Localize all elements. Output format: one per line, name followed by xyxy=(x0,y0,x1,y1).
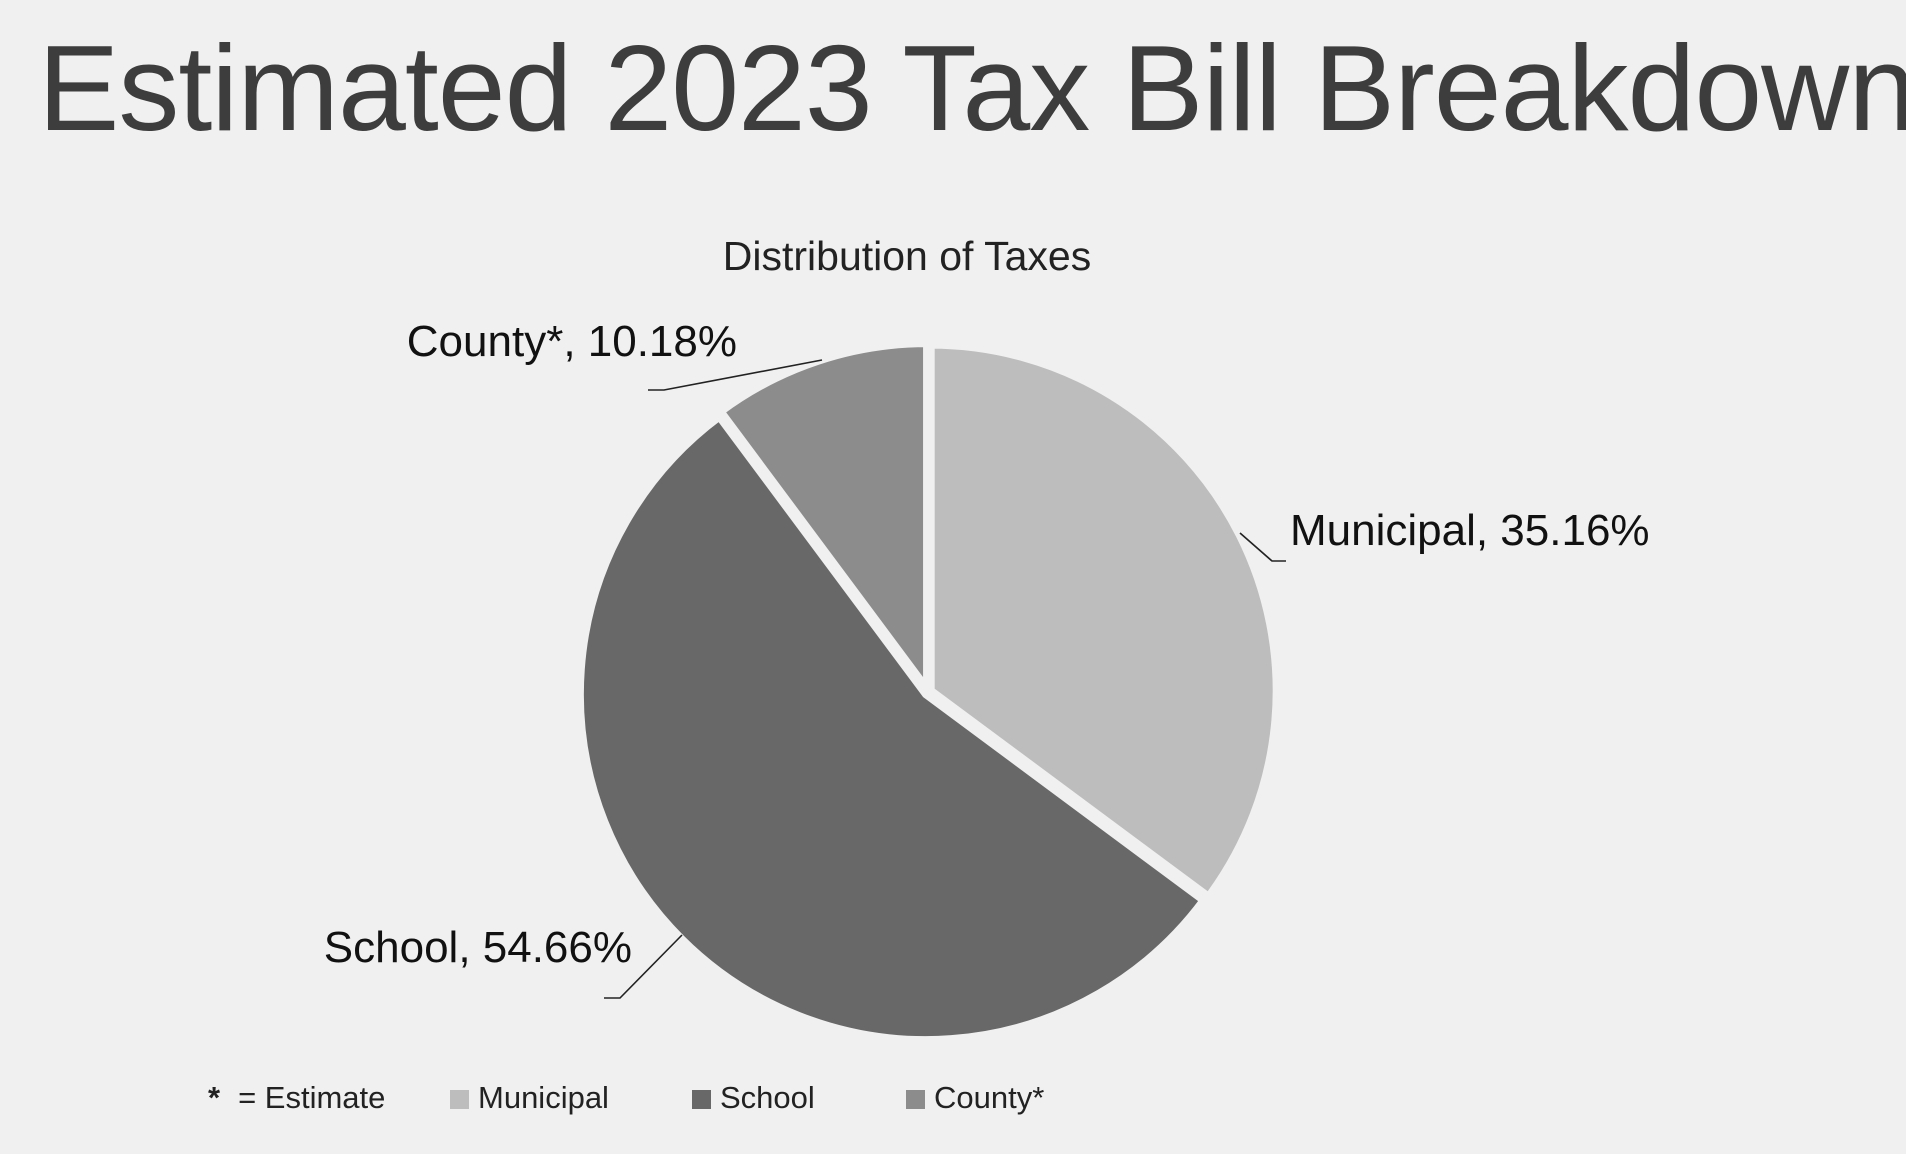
pie-slices xyxy=(575,339,1281,1045)
legend-swatch-school xyxy=(692,1090,711,1109)
legend-item-county: County* xyxy=(906,1080,1044,1116)
leader-lines xyxy=(604,359,1286,999)
legend-label-school: School xyxy=(720,1080,815,1115)
leader-line-school xyxy=(604,934,683,999)
legend-note-symbol: * xyxy=(208,1080,221,1115)
data-label-county: County*, 10.18% xyxy=(407,317,737,366)
legend: * = Estimate Municipal School County* xyxy=(0,1080,1906,1120)
legend-item-school: School xyxy=(692,1080,815,1116)
pie-slice-municipal xyxy=(926,340,1281,901)
leader-line-municipal xyxy=(1239,532,1286,562)
legend-swatch-county xyxy=(906,1090,925,1109)
slide-title: Estimated 2023 Tax Bill Breakdown xyxy=(38,20,1906,156)
legend-label-municipal: Municipal xyxy=(478,1080,609,1115)
pie-slice-school xyxy=(575,412,1208,1045)
data-label-municipal: Municipal, 35.16% xyxy=(1290,506,1650,555)
legend-estimate-note: * = Estimate xyxy=(208,1080,385,1116)
legend-swatch-municipal xyxy=(450,1090,469,1109)
data-labels: Municipal, 35.16% School, 54.66% County*, … xyxy=(324,317,1650,972)
chart-title: Distribution of Taxes xyxy=(723,233,1091,279)
data-label-school: School, 54.66% xyxy=(324,923,632,972)
legend-item-municipal: Municipal xyxy=(450,1080,609,1116)
leader-line-county xyxy=(648,359,823,391)
legend-label-county: County* xyxy=(934,1080,1045,1115)
legend-note-text: = Estimate xyxy=(238,1080,386,1115)
